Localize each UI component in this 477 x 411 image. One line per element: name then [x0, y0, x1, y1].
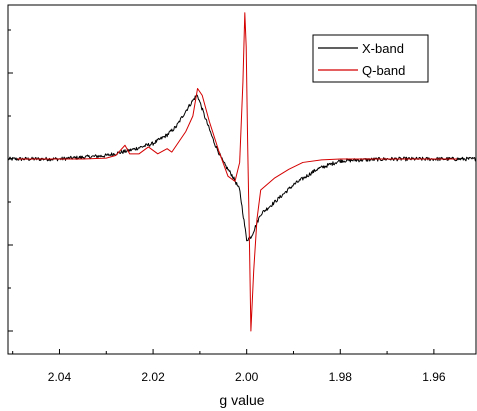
x-tick-label: 2.00: [235, 370, 259, 384]
x-axis-ticks: 2.04 2.02 2.00 1.98 1.96: [12, 349, 446, 384]
x-tick-label: 1.96: [422, 370, 446, 384]
plot-frame: [7, 4, 477, 355]
x-tick-label: 2.04: [48, 370, 72, 384]
legend-label-x-band: X-band: [362, 41, 404, 56]
x-axis-title: g value: [219, 392, 264, 408]
x-tick-label: 1.98: [329, 370, 353, 384]
y-axis-ticks: [8, 29, 13, 332]
legend-box: [312, 34, 429, 83]
plot-lines: [7, 12, 477, 332]
series-line-q-band: [17, 12, 458, 332]
legend-label-q-band: Q-band: [362, 63, 405, 78]
x-tick-label: 2.02: [141, 370, 165, 384]
legend: X-band Q-band: [312, 34, 429, 83]
